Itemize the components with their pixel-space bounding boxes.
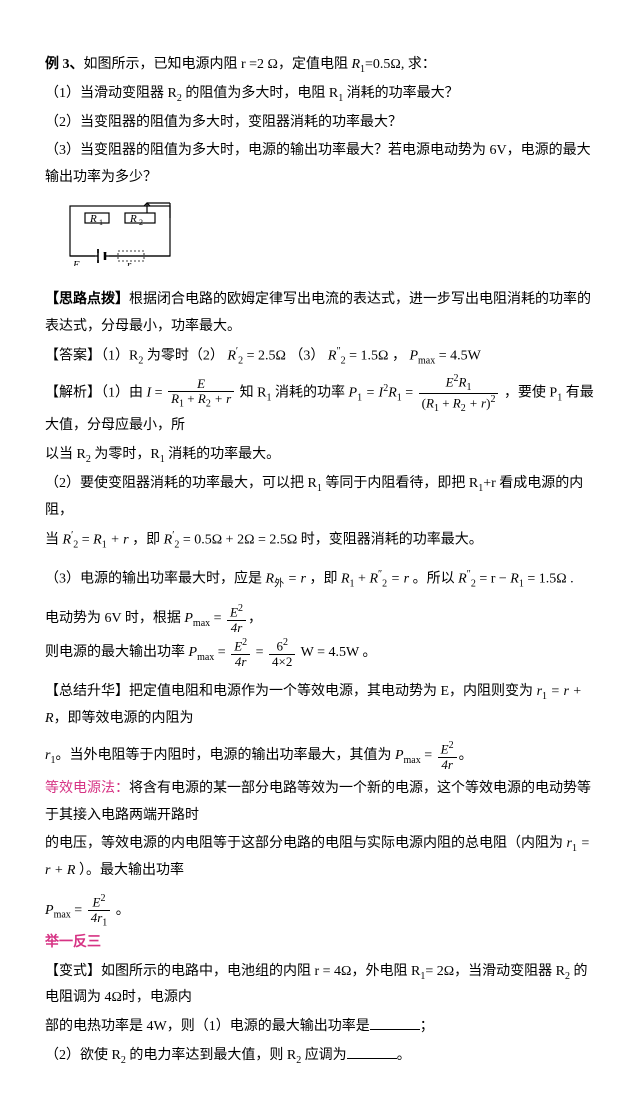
- svg-text:R: R: [129, 213, 137, 225]
- analysis-2: （2）要使变阻器消耗的功率最大，可以把 R1 等同于内阻看待，即把 R1+r 看…: [45, 471, 595, 524]
- fraction-pmax3: 62 4×2: [269, 637, 295, 669]
- fraction-pmax5: E2 4r1: [88, 893, 111, 928]
- hint-block: 【思路点拨】根据闭合电路的欧姆定律写出电流的表达式，进一步写出电阻消耗的功率的表…: [45, 287, 595, 340]
- equiv-line2: 的电压，等效电源的内电阻等于这部分电路的电阻与实际电源内阻的总电阻（内阻为 r1…: [45, 831, 595, 884]
- hint-label: 【思路点拨】: [45, 292, 129, 307]
- variant-q1: 【变式】如图所示的电路中，电池组的内阻 r = 4Ω，外电阻 R1= 2Ω，当滑…: [45, 959, 595, 1012]
- answer-block: 【答案】（1）R2 为零时（2） R′2 = 2.5Ω （3） R″2 = 1.…: [45, 342, 595, 370]
- svg-text:r: r: [127, 259, 132, 266]
- equiv-method: 等效电源法：将含有电源的某一部分电路等效为一个新的电源，这个等效电源的电动势等于…: [45, 776, 595, 829]
- summary-line2: r1。当外电阻等于内阻时，电源的输出功率最大，其值为 Pmax = E2 4r …: [45, 740, 595, 772]
- question-2: （2）当变阻器的阻值为多大时，变阻器消耗的功率最大？: [45, 110, 595, 137]
- variant-q2: （2）欲使 R2 的电力率达到最大值，则 R2 应调为。: [45, 1043, 595, 1070]
- variant-heading: 举一反三: [45, 930, 595, 957]
- emf-line: 电动势为 6V 时，根据 Pmax = E2 4r ，: [45, 603, 595, 635]
- svg-text:E: E: [72, 259, 80, 266]
- variant-q1b: 部的电热功率是 4W，则（1）电源的最大输出功率是；: [45, 1014, 595, 1041]
- question-1: （1）当滑动变阻器 R2 的阻值为多大时，电阻 R1 消耗的功率最大？: [45, 81, 595, 108]
- fraction-I: E R1 + R2 + r: [168, 377, 234, 410]
- ex3-label: 例 3、: [45, 57, 84, 72]
- svg-text:2: 2: [139, 218, 143, 227]
- question-3: （3）当变阻器的阻值为多大时，电源的输出功率最大？若电源电动势为 6V，电源的最…: [45, 138, 595, 191]
- variant-label: 【变式】: [45, 964, 101, 979]
- analysis-label: 【解析】: [45, 385, 101, 400]
- analysis-1-cont: 以当 R2 为零时，R1 消耗的功率最大。: [45, 442, 595, 469]
- summary-label: 【总结升华】: [45, 684, 129, 699]
- analysis-1: 【解析】（1）由 I = E R1 + R2 + r 知 R1 消耗的功率 P1…: [45, 373, 595, 440]
- analysis-3: （3）电源的输出功率最大时，应是 R外 = r ，即 R1 + R″2 = r …: [45, 565, 595, 593]
- analysis-2-eq: 当 R′2 = R1 + r ，即 R′2 = 0.5Ω + 2Ω = 2.5Ω…: [45, 526, 595, 554]
- blank-2: [347, 1044, 397, 1059]
- summary-line: 【总结升华】把定值电阻和电源作为一个等效电源，其电动势为 E，内阻则变为 r1 …: [45, 679, 595, 732]
- svg-text:1: 1: [99, 218, 103, 227]
- blank-1: [370, 1015, 420, 1030]
- fraction-P1: E2R1 (R1 + R2 + r)2: [419, 373, 499, 414]
- equiv-label: 等效电源法：: [45, 781, 129, 796]
- circuit-diagram: R 1 R 2 E r: [65, 201, 185, 277]
- fraction-pmax4: E2 4r: [438, 740, 457, 772]
- fraction-pmax2: E2 4r: [231, 637, 250, 669]
- svg-text:R: R: [89, 213, 97, 225]
- answer-label: 【答案】: [45, 349, 101, 364]
- pmax-final: Pmax = E2 4r1 。: [45, 893, 595, 928]
- then-line: 则电源的最大输出功率 Pmax = E2 4r = 62 4×2 W = 4.5…: [45, 637, 595, 669]
- fraction-pmax1: E2 4r: [227, 603, 246, 635]
- example-title: 例 3、如图所示，已知电源内阻 r =2 Ω，定值电阻 R1=0.5Ω, 求：: [45, 52, 595, 79]
